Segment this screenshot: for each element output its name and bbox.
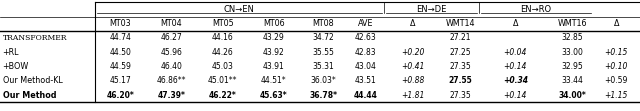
Text: +0.20: +0.20 — [401, 48, 424, 57]
Text: 46.20*: 46.20* — [106, 91, 134, 100]
Text: 36.78*: 36.78* — [310, 91, 337, 100]
Text: +1.81: +1.81 — [401, 91, 424, 100]
Text: +0.14: +0.14 — [504, 62, 527, 71]
Text: MT06: MT06 — [263, 19, 285, 28]
Text: 44.16: 44.16 — [212, 33, 234, 42]
Text: EN→RO: EN→RO — [520, 5, 551, 14]
Text: 27.35: 27.35 — [449, 91, 471, 100]
Text: Our Method-KL: Our Method-KL — [3, 76, 62, 85]
Text: 46.86**: 46.86** — [157, 76, 186, 85]
Text: 43.29: 43.29 — [263, 33, 285, 42]
Text: Our Method: Our Method — [3, 91, 56, 100]
Text: MT03: MT03 — [109, 19, 131, 28]
Text: 45.63*: 45.63* — [260, 91, 288, 100]
Text: 46.27: 46.27 — [161, 33, 182, 42]
Text: +0.14: +0.14 — [504, 91, 527, 100]
Text: AVE: AVE — [358, 19, 374, 28]
Text: 43.51: 43.51 — [355, 76, 376, 85]
Text: +0.41: +0.41 — [401, 62, 424, 71]
Text: WMT16: WMT16 — [557, 19, 587, 28]
Text: +BOW: +BOW — [3, 62, 29, 71]
Text: 46.22*: 46.22* — [209, 91, 237, 100]
Text: 33.00: 33.00 — [561, 48, 583, 57]
Text: 45.17: 45.17 — [109, 76, 131, 85]
Text: Δ: Δ — [614, 19, 619, 28]
Text: CN→EN: CN→EN — [224, 5, 255, 14]
Text: 27.35: 27.35 — [449, 62, 471, 71]
Text: 35.31: 35.31 — [313, 62, 334, 71]
Text: MT04: MT04 — [161, 19, 182, 28]
Text: Δ: Δ — [513, 19, 518, 28]
Text: +0.59: +0.59 — [605, 76, 628, 85]
Text: 43.92: 43.92 — [263, 48, 285, 57]
Text: EN→DE: EN→DE — [416, 5, 447, 14]
Text: +0.15: +0.15 — [605, 48, 628, 57]
Text: TRANSFORMER: TRANSFORMER — [3, 34, 67, 42]
Text: 45.96: 45.96 — [161, 48, 182, 57]
Text: WMT14: WMT14 — [445, 19, 475, 28]
Text: 42.83: 42.83 — [355, 48, 376, 57]
Text: +1.15: +1.15 — [605, 91, 628, 100]
Text: 46.40: 46.40 — [161, 62, 182, 71]
Text: 32.95: 32.95 — [561, 62, 583, 71]
Text: 44.74: 44.74 — [109, 33, 131, 42]
Text: 27.55: 27.55 — [448, 76, 472, 85]
Text: MT08: MT08 — [313, 19, 334, 28]
Text: 44.59: 44.59 — [109, 62, 131, 71]
Text: 35.55: 35.55 — [312, 48, 335, 57]
Text: 45.03: 45.03 — [212, 62, 234, 71]
Text: 34.72: 34.72 — [313, 33, 334, 42]
Text: MT05: MT05 — [212, 19, 234, 28]
Text: 34.00*: 34.00* — [558, 91, 586, 100]
Text: 33.44: 33.44 — [561, 76, 583, 85]
Text: 44.50: 44.50 — [109, 48, 131, 57]
Text: +0.04: +0.04 — [504, 48, 527, 57]
Text: 44.26: 44.26 — [212, 48, 234, 57]
Text: +0.34: +0.34 — [502, 76, 528, 85]
Text: 32.85: 32.85 — [561, 33, 583, 42]
Text: 36.03*: 36.03* — [310, 76, 337, 85]
Text: 43.04: 43.04 — [355, 62, 377, 71]
Text: 45.01**: 45.01** — [208, 76, 237, 85]
Text: +0.10: +0.10 — [605, 62, 628, 71]
Text: 27.21: 27.21 — [449, 33, 471, 42]
Text: Δ: Δ — [410, 19, 415, 28]
Text: 43.91: 43.91 — [263, 62, 285, 71]
Text: 47.39*: 47.39* — [157, 91, 186, 100]
Text: 44.44: 44.44 — [354, 91, 378, 100]
Text: +0.88: +0.88 — [401, 76, 424, 85]
Text: 42.63: 42.63 — [355, 33, 376, 42]
Text: +RL: +RL — [3, 48, 19, 57]
Text: 27.25: 27.25 — [449, 48, 471, 57]
Text: 44.51*: 44.51* — [261, 76, 287, 85]
